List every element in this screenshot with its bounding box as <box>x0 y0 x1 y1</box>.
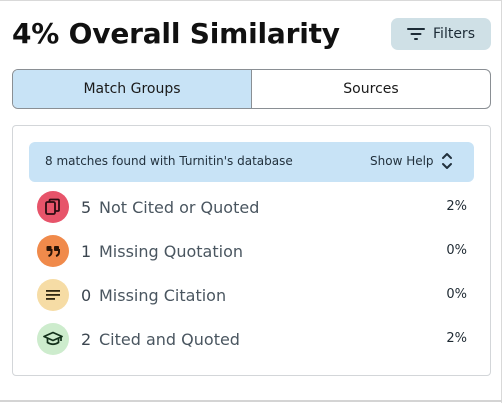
group-percent: 2% <box>446 331 467 346</box>
match-groups-panel: 8 matches found with Turnitin's database… <box>12 125 491 376</box>
group-label: Not Cited or Quoted <box>99 197 260 217</box>
match-group-row[interactable]: 1 Missing Quotation 0% <box>37 235 467 267</box>
graduation-cap-icon <box>37 323 69 355</box>
group-count: 1 <box>81 241 92 261</box>
page-title: 4% Overall Similarity <box>12 17 340 50</box>
chevron-updown-icon[interactable] <box>441 151 453 174</box>
match-group-row[interactable]: 0 Missing Citation 0% <box>37 279 467 311</box>
match-group-row[interactable]: 5 Not Cited or Quoted 2% <box>37 191 467 223</box>
quote-icon <box>37 235 69 267</box>
group-count: 5 <box>81 197 92 217</box>
filters-label: Filters <box>433 26 475 42</box>
bottom-divider <box>0 400 502 402</box>
tab-match-groups[interactable]: Match Groups <box>13 70 252 108</box>
group-label: Missing Quotation <box>99 241 243 261</box>
group-percent: 0% <box>446 243 467 258</box>
lines-icon <box>37 279 69 311</box>
tab-sources[interactable]: Sources <box>343 81 399 97</box>
view-tabs: Match Groups Sources <box>12 69 491 109</box>
show-help-button[interactable]: Show Help <box>370 154 434 168</box>
group-percent: 2% <box>446 199 467 214</box>
group-label: Cited and Quoted <box>99 329 240 349</box>
matches-banner: 8 matches found with Turnitin's database… <box>29 142 474 182</box>
filter-icon <box>407 27 426 41</box>
filters-button[interactable]: Filters <box>391 18 491 50</box>
group-count: 2 <box>81 329 92 349</box>
matches-found-text: 8 matches found with Turnitin's database <box>45 154 293 168</box>
copy-icon <box>37 191 69 223</box>
match-group-row[interactable]: 2 Cited and Quoted 2% <box>37 323 467 355</box>
group-count: 0 <box>81 285 92 305</box>
group-label: Missing Citation <box>99 285 227 305</box>
group-percent: 0% <box>446 287 467 302</box>
